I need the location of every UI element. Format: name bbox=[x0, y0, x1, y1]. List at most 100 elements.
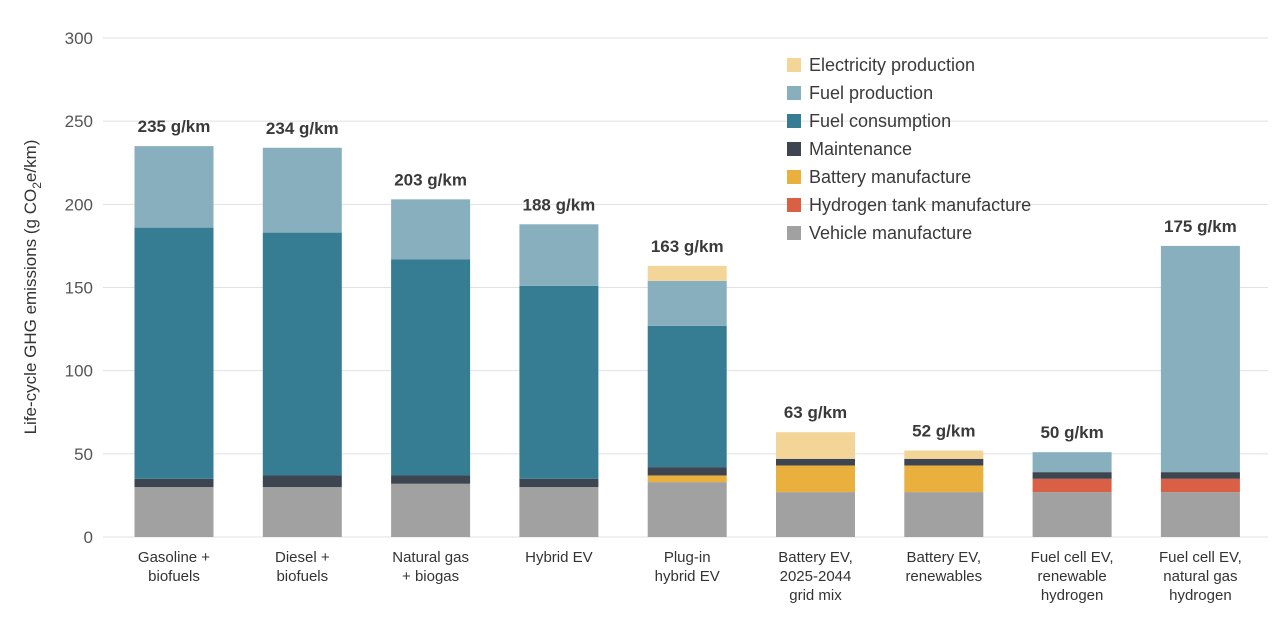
bar-segment-battery-manufacture bbox=[776, 465, 855, 493]
legend-swatch bbox=[787, 58, 801, 72]
legend-label: Fuel consumption bbox=[809, 111, 951, 131]
legend-item: Hydrogen tank manufacture bbox=[787, 195, 1031, 215]
bar-segment-maintenance bbox=[647, 467, 727, 476]
total-label: 203 g/km bbox=[394, 170, 467, 189]
legend-label: Electricity production bbox=[809, 55, 975, 75]
bar-stack bbox=[1160, 245, 1240, 537]
bar-segment-fuel-production bbox=[262, 147, 342, 233]
legend-label: Maintenance bbox=[809, 139, 912, 159]
bar-segment-vehicle-manufacture bbox=[519, 487, 599, 537]
legend-swatch bbox=[787, 114, 801, 128]
bar-segment-fuel-consumption bbox=[262, 232, 342, 476]
legend-swatch bbox=[787, 142, 801, 156]
bar-segment-maintenance bbox=[1160, 472, 1240, 479]
legend-item: Fuel consumption bbox=[787, 111, 951, 131]
bar-segment-fuel-production bbox=[519, 224, 599, 286]
total-label: 163 g/km bbox=[651, 237, 724, 256]
legend: Electricity production Fuel production Fue… bbox=[787, 55, 1031, 243]
total-label: 234 g/km bbox=[266, 119, 339, 138]
bar-stack bbox=[904, 450, 984, 537]
x-category-label: Fuel cell EV, natural gas hydrogen bbox=[1159, 549, 1242, 604]
bar-stack bbox=[647, 265, 727, 537]
bar-segment-vehicle-manufacture bbox=[1160, 492, 1240, 537]
y-tick-label: 150 bbox=[65, 279, 93, 298]
x-category-label: Fuel cell EV, renewable hydrogen bbox=[1031, 549, 1114, 604]
legend-item: Maintenance bbox=[787, 139, 912, 159]
bar-segment-fuel-consumption bbox=[519, 285, 599, 479]
legend-swatch bbox=[787, 198, 801, 212]
x-category-label: Battery EV, 2025-2044 grid mix bbox=[778, 549, 853, 604]
bar-segment-vehicle-manufacture bbox=[776, 492, 855, 537]
bar-segment-hydrogen-tank-manufacture bbox=[1032, 478, 1112, 493]
bar-stack bbox=[134, 146, 214, 537]
legend-item: Vehicle manufacture bbox=[787, 223, 972, 243]
bar-segment-vehicle-manufacture bbox=[1032, 492, 1112, 537]
legend-item: Fuel production bbox=[787, 83, 933, 103]
bar-segment-fuel-consumption bbox=[647, 325, 727, 468]
total-label: 188 g/km bbox=[523, 195, 596, 214]
bar-segment-fuel-production bbox=[391, 199, 471, 260]
bar-segment-vehicle-manufacture bbox=[904, 492, 984, 537]
legend-label: Vehicle manufacture bbox=[809, 223, 972, 243]
total-label: 63 g/km bbox=[784, 403, 847, 422]
bar-segment-battery-manufacture bbox=[904, 465, 984, 493]
legend-item: Battery manufacture bbox=[787, 167, 971, 187]
bar-segment-maintenance bbox=[904, 458, 984, 466]
y-tick-label: 200 bbox=[65, 195, 93, 214]
y-tick-label: 100 bbox=[65, 362, 93, 381]
bar-stack bbox=[391, 199, 471, 537]
legend-label: Battery manufacture bbox=[809, 167, 971, 187]
y-axis-ticks: 0 50 100 150 200 250 300 bbox=[65, 29, 93, 547]
x-category-label: Gasoline + biofuels bbox=[138, 549, 210, 585]
category-labels: Gasoline + biofuels Diesel + biofuels Natura… bbox=[138, 549, 1242, 604]
bars bbox=[134, 146, 1240, 537]
legend-label: Fuel production bbox=[809, 83, 933, 103]
legend-swatch bbox=[787, 226, 801, 240]
bar-segment-maintenance bbox=[519, 478, 599, 488]
y-axis-label: Life-cycle GHG emissions (g CO2e/km) bbox=[21, 140, 44, 435]
bar-segment-hydrogen-tank-manufacture bbox=[1160, 478, 1240, 493]
x-category-label: Hybrid EV bbox=[525, 549, 593, 566]
y-tick-label: 0 bbox=[84, 528, 93, 547]
y-tick-label: 50 bbox=[74, 445, 93, 464]
bar-segment-electricity-production bbox=[904, 450, 984, 459]
legend-label: Hydrogen tank manufacture bbox=[809, 195, 1031, 215]
bar-segment-vehicle-manufacture bbox=[134, 487, 214, 537]
x-category-label: Natural gas + biogas bbox=[392, 549, 469, 585]
bar-stack bbox=[1032, 452, 1112, 537]
bar-stack bbox=[519, 224, 599, 537]
bar-segment-fuel-production bbox=[647, 280, 727, 326]
legend-item: Electricity production bbox=[787, 55, 975, 75]
total-label: 235 g/km bbox=[138, 117, 211, 136]
bar-segment-maintenance bbox=[134, 478, 214, 488]
x-category-label: Diesel + biofuels bbox=[275, 549, 330, 585]
bar-segment-electricity-production bbox=[647, 265, 727, 281]
bar-segment-maintenance bbox=[391, 475, 471, 484]
total-label: 52 g/km bbox=[912, 422, 975, 441]
bar-segment-maintenance bbox=[1032, 472, 1112, 479]
y-tick-label: 300 bbox=[65, 29, 93, 48]
bar-segment-fuel-production bbox=[1160, 245, 1240, 473]
bar-segment-maintenance bbox=[776, 458, 855, 466]
bar-segment-electricity-production bbox=[776, 432, 855, 459]
x-category-label: Battery EV, renewables bbox=[905, 549, 982, 585]
bar-stack bbox=[776, 432, 855, 537]
legend-swatch bbox=[787, 170, 801, 184]
bar-stack bbox=[262, 147, 342, 537]
bar-segment-vehicle-manufacture bbox=[391, 483, 471, 537]
bar-segment-battery-manufacture bbox=[647, 475, 727, 483]
bar-segment-fuel-consumption bbox=[134, 227, 214, 479]
bar-segment-vehicle-manufacture bbox=[262, 487, 342, 537]
total-label: 50 g/km bbox=[1040, 423, 1103, 442]
bar-segment-vehicle-manufacture bbox=[647, 482, 727, 537]
y-tick-label: 250 bbox=[65, 112, 93, 131]
total-labels: 235 g/km 234 g/km 203 g/km 188 g/km 163 g/km… bbox=[138, 117, 1237, 442]
bar-segment-fuel-production bbox=[134, 146, 214, 228]
bar-segment-maintenance bbox=[262, 475, 342, 488]
legend-swatch bbox=[787, 86, 801, 100]
bar-segment-fuel-production bbox=[1032, 452, 1112, 473]
x-category-label: Plug-in hybrid EV bbox=[655, 549, 720, 585]
bar-segment-fuel-consumption bbox=[391, 259, 471, 476]
total-label: 175 g/km bbox=[1164, 217, 1237, 236]
